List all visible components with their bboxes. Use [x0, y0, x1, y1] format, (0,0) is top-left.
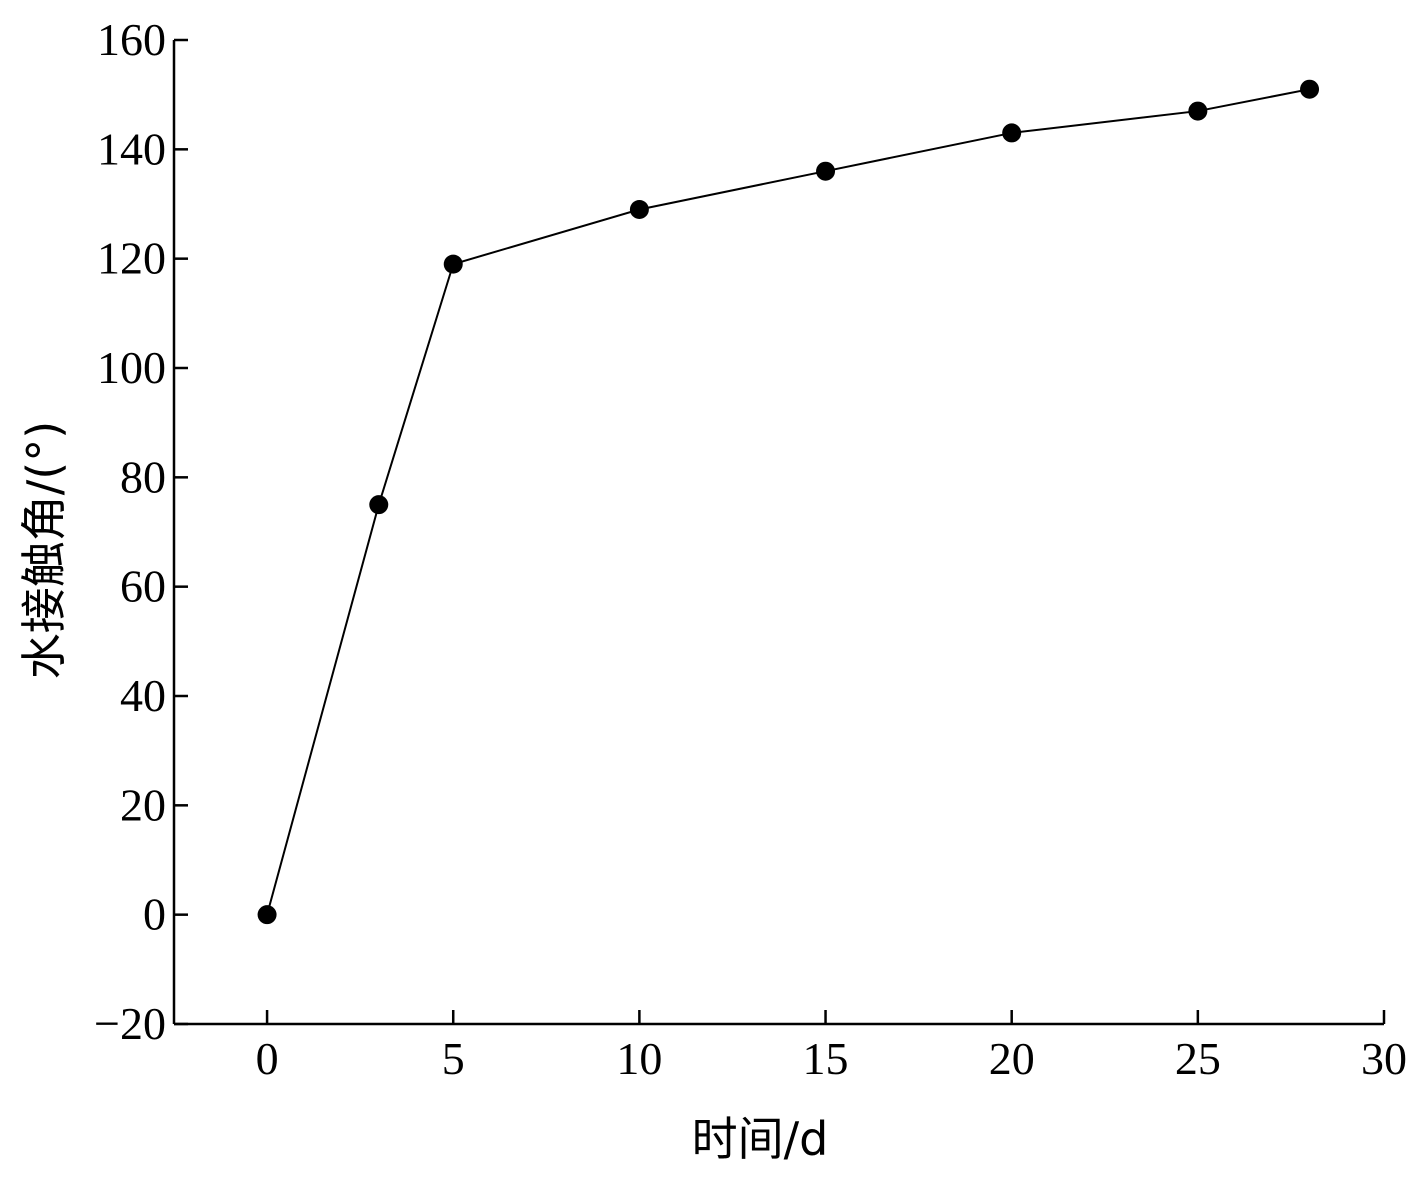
- data-point: [369, 495, 389, 515]
- y-tick-label: 120: [97, 233, 166, 284]
- data-point: [1002, 123, 1022, 143]
- data-point: [1188, 101, 1208, 121]
- x-tick-label: 30: [1361, 1033, 1407, 1084]
- x-tick-label: 25: [1175, 1033, 1221, 1084]
- axes: [172, 40, 1384, 1026]
- x-ticks: 0 5 10 15 20 25 30: [256, 1010, 1407, 1084]
- x-tick-label: 15: [803, 1033, 849, 1084]
- x-axis-label: 时间/d: [692, 1112, 829, 1166]
- y-tick-label: 20: [120, 779, 166, 830]
- y-tick-label: 140: [97, 123, 166, 174]
- y-tick-label: 100: [97, 342, 166, 393]
- data-point: [1300, 79, 1320, 99]
- series-group: [257, 79, 1320, 925]
- data-point: [629, 199, 649, 219]
- data-point: [443, 254, 463, 274]
- y-tick-label: −20: [94, 998, 166, 1049]
- y-tick-label: 40: [120, 670, 166, 721]
- data-point: [816, 161, 836, 181]
- y-tick-label: 0: [143, 889, 166, 940]
- x-tick-label: 10: [616, 1033, 662, 1084]
- x-tick-label: 0: [256, 1033, 279, 1084]
- x-tick-label: 20: [989, 1033, 1035, 1084]
- x-tick-label: 5: [442, 1033, 465, 1084]
- data-point: [257, 905, 277, 925]
- y-tick-label: 160: [97, 14, 166, 65]
- y-tick-label: 80: [120, 451, 166, 502]
- y-axis-label: 水接触角/(°): [17, 421, 71, 679]
- series-line: [266, 88, 1310, 915]
- y-ticks: −20 0 20 40 60 80 100 120 140 160: [94, 14, 188, 1049]
- y-tick-label: 60: [120, 561, 166, 612]
